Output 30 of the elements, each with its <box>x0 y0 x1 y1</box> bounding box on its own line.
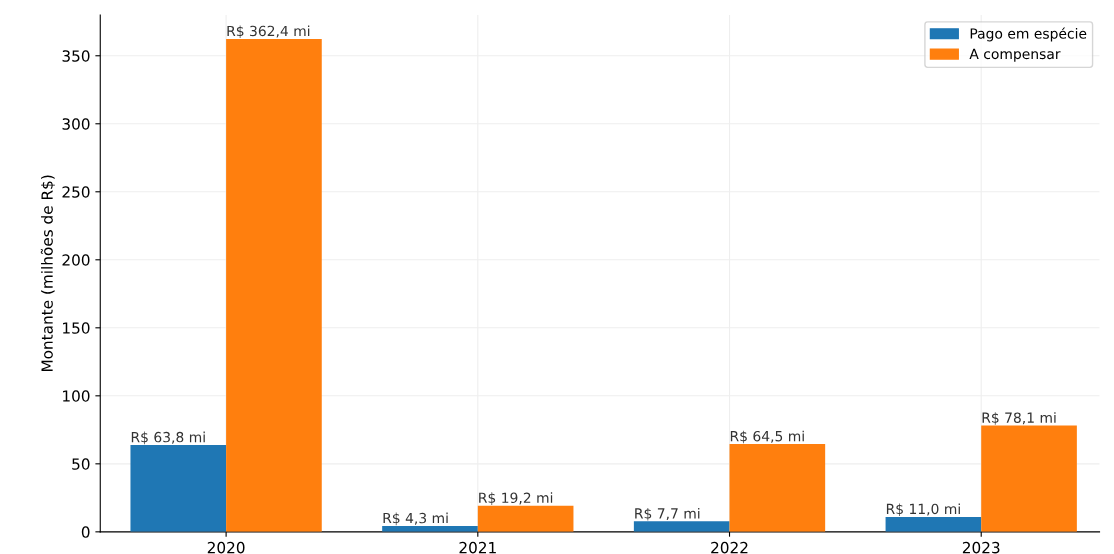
x-tick-label: 2020 <box>207 541 245 554</box>
bar <box>729 444 826 532</box>
y-tick-label: 350 <box>62 50 90 62</box>
y-tick-label: 100 <box>63 390 90 402</box>
x-tick-label: 2023 <box>962 541 1000 554</box>
y-tick-label: 150 <box>63 322 90 334</box>
data-label: R$ 7,7 mi <box>635 507 700 521</box>
legend-label: A compensar <box>969 48 1061 62</box>
bar <box>477 505 574 532</box>
bar <box>226 38 322 532</box>
legend-label: Pago em espécie <box>970 27 1087 42</box>
y-tick-label: 50 <box>72 458 90 470</box>
data-label: R$ 19,2 mi <box>479 492 553 505</box>
y-axis-title: Montante (milhões de R$) <box>40 175 55 372</box>
bar <box>885 516 982 532</box>
y-tick-label: 250 <box>62 186 90 198</box>
bar <box>130 445 227 532</box>
data-label: R$ 362,4 mi <box>227 25 310 39</box>
data-label: R$ 64,5 mi <box>730 430 804 444</box>
data-label: R$ 78,1 mi <box>982 412 1056 425</box>
data-label: R$ 63,8 mi <box>131 431 205 445</box>
x-tick-label: 2022 <box>711 541 748 554</box>
y-tick-label: 200 <box>62 254 90 266</box>
bar <box>981 425 1077 532</box>
bar <box>633 521 730 532</box>
x-tick-label: 2021 <box>459 541 496 554</box>
y-tick-label: 300 <box>62 118 90 130</box>
y-tick-label: 0 <box>81 526 90 538</box>
data-label: R$ 4,3 mi <box>383 512 448 526</box>
data-label: R$ 11,0 mi <box>886 503 960 517</box>
